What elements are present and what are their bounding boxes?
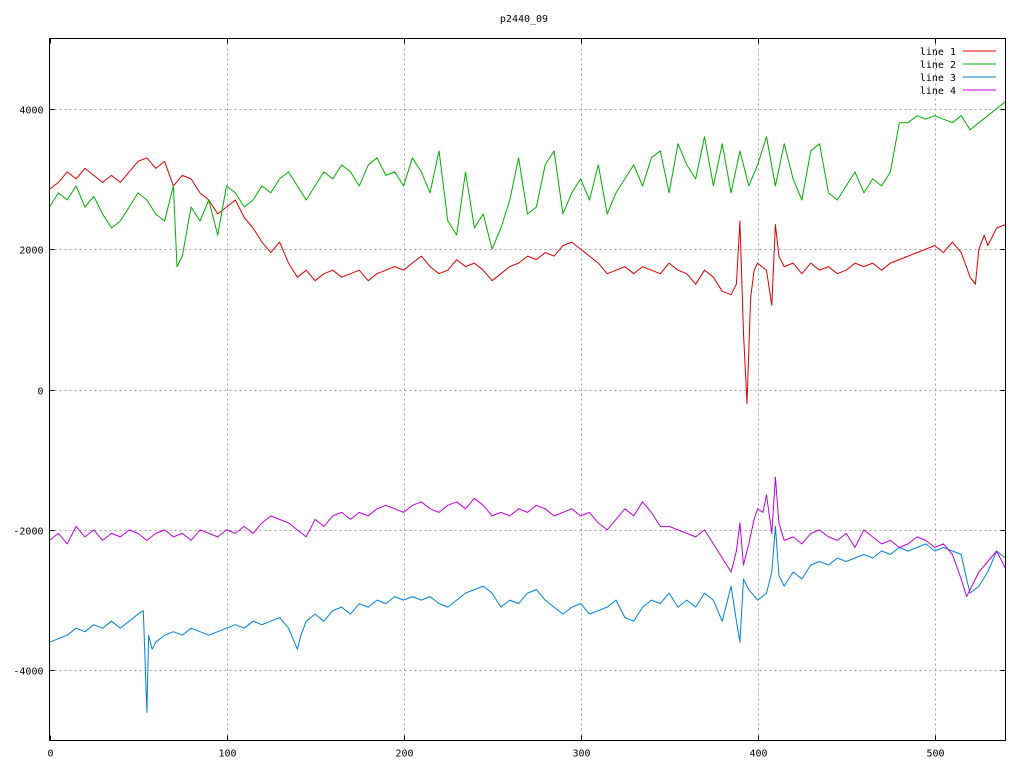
series-layer: [49, 101, 1006, 713]
y-tick-label: -4000: [13, 667, 43, 678]
y-tick-label: 0: [37, 387, 43, 398]
series-line-3: [49, 525, 1006, 713]
legend-label-2: line 2: [920, 60, 956, 71]
legend-label-3: line 3: [920, 73, 956, 84]
y-tick-label: -2000: [13, 527, 43, 538]
series-line-1: [49, 157, 1006, 404]
series-line-4: [49, 476, 1006, 598]
x-tick-label: 300: [572, 749, 590, 760]
y-tick-label: 4000: [19, 106, 43, 117]
x-tick-label: 400: [749, 749, 767, 760]
x-tick-label: 200: [395, 749, 413, 760]
x-tick-label: 100: [218, 749, 236, 760]
y-tick-label: 2000: [19, 246, 43, 257]
y-tick-labels: -4000 -2000 0 2000 4000: [13, 106, 43, 678]
legend-label-4: line 4: [920, 86, 956, 97]
chart-title: p2440_09: [500, 14, 548, 25]
x-tick-label: 0: [47, 749, 53, 760]
plot-grid: [49, 38, 1006, 741]
x-tick-labels: 0 100 200 300 400 500: [47, 749, 944, 760]
x-tick-label: 500: [926, 749, 944, 760]
plot-frame: [49, 38, 1006, 741]
legend-label-1: line 1: [920, 47, 956, 58]
series-line-2: [49, 101, 1006, 268]
legend: line 1 line 2 line 3 line 4: [920, 47, 996, 97]
